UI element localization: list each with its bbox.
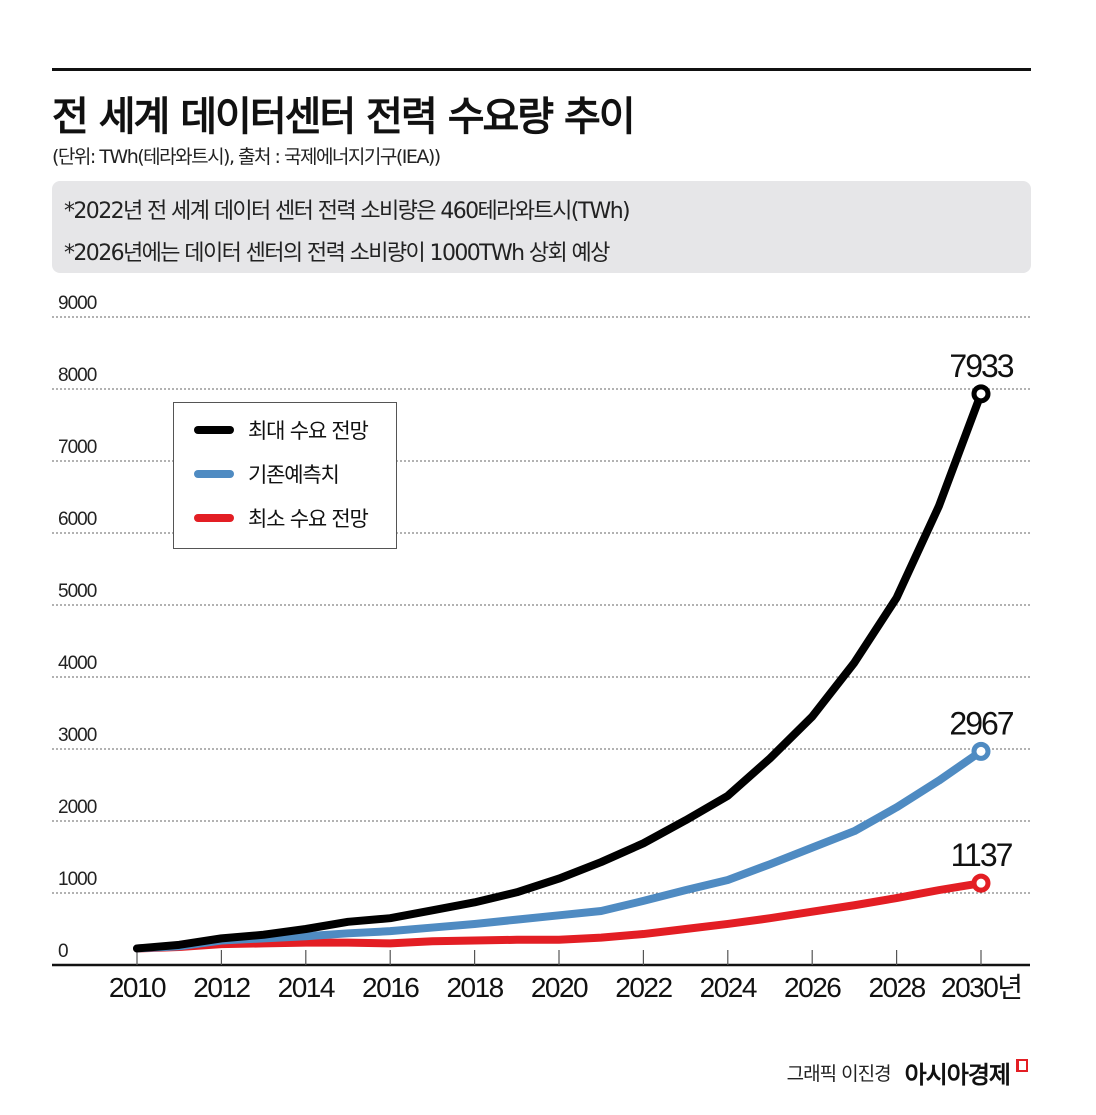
legend-item-max: 최대 수요 전망 [194,415,369,445]
brand-logo: 아시아경제 [904,1061,1011,1089]
footer: 그래픽 이진경 아시아경제 [787,1055,1028,1090]
legend-label: 최소 수요 전망 [248,507,369,531]
x-tick-label: 2014 [278,972,335,1003]
y-tick-label: 6000 [58,509,97,530]
legend: 최대 수요 전망 기존예측치 최소 수요 전망 [173,402,397,549]
x-tick-label: 2030년 [941,972,1022,1003]
series-line [133,389,985,953]
y-tick-label: 7000 [58,437,97,458]
x-tick-label: 2012 [193,972,250,1003]
x-tick-label: 2018 [446,972,503,1003]
graphic-credit: 그래픽 이진경 [786,1063,892,1085]
series-line [133,879,985,953]
y-tick-label: 4000 [58,653,97,674]
end-point-marker [971,741,991,761]
end-point-marker [971,873,991,893]
subtitle: (단위: TWh(테라와트시), 출처 : 국제에너지기구(IEA)) [52,146,441,168]
brand-mark-icon [1016,1059,1028,1072]
note-1: *2022년 전 세계 데이터 센터 전력 소비량은 460테라와트시(TWh) [64,199,631,224]
y-tick-label: 3000 [58,725,97,746]
notes-box: *2022년 전 세계 데이터 센터 전력 소비량은 460테라와트시(TWh)… [52,181,1031,273]
top-rule [52,68,1031,71]
legend-label: 최대 수요 전망 [248,419,369,443]
end-value-label: 2967 [949,705,1013,741]
legend-item-min: 최소 수요 전망 [194,503,369,533]
end-point-marker [971,384,991,404]
y-tick-label: 8000 [58,365,97,386]
y-tick-label: 2000 [58,797,97,818]
legend-swatch [194,470,234,478]
x-tick-label: 2028 [868,972,925,1003]
y-tick-label: 5000 [58,581,97,602]
x-tick-label: 2022 [615,972,672,1003]
legend-item-base: 기존예측치 [194,459,340,489]
legend-label: 기존예측치 [248,463,340,487]
x-tick-label: 2020 [531,972,588,1003]
y-tick-label: 0 [58,941,68,962]
x-tick-label: 2026 [784,972,841,1003]
note-2: *2026년에는 데이터 센터의 전력 소비량이 1000TWh 상회 예상 [64,241,610,266]
x-tick-label: 2024 [700,972,757,1003]
x-tick-label: 2016 [362,972,419,1003]
end-value-label: 1137 [951,837,1013,873]
x-tick-label: 2010 [109,972,166,1003]
legend-swatch [194,514,234,522]
y-tick-label: 9000 [58,293,97,314]
y-tick-label: 1000 [58,869,97,890]
series-line [133,747,985,953]
end-value-label: 7933 [949,348,1013,384]
page-title: 전 세계 데이터센터 전력 수요량 추이 [52,94,636,140]
legend-swatch [194,426,234,434]
